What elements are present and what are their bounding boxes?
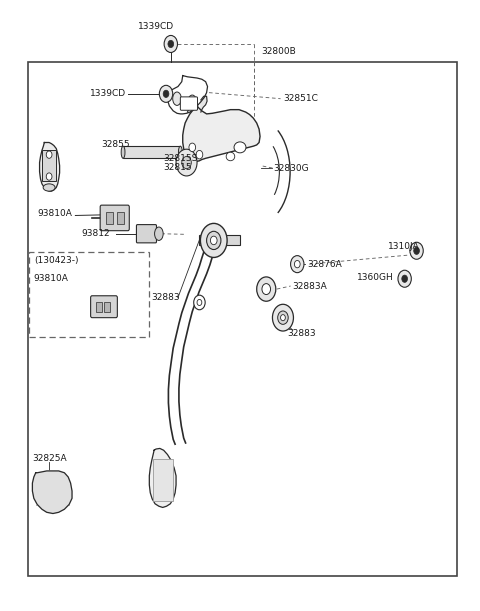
FancyBboxPatch shape bbox=[180, 97, 198, 110]
Circle shape bbox=[294, 260, 300, 268]
Text: 93812: 93812 bbox=[82, 229, 110, 238]
Bar bbox=[153, 459, 173, 502]
Ellipse shape bbox=[234, 142, 246, 153]
Text: 32851C: 32851C bbox=[283, 94, 318, 103]
FancyBboxPatch shape bbox=[136, 225, 156, 243]
Text: 32825A: 32825A bbox=[32, 454, 66, 463]
Bar bbox=[107, 212, 113, 224]
Circle shape bbox=[414, 247, 420, 254]
Text: 32883: 32883 bbox=[152, 293, 180, 302]
Text: 93810A: 93810A bbox=[34, 274, 69, 283]
FancyBboxPatch shape bbox=[91, 296, 117, 318]
Circle shape bbox=[410, 242, 423, 259]
Circle shape bbox=[273, 304, 293, 331]
Circle shape bbox=[159, 86, 173, 103]
Bar bbox=[28, 62, 457, 576]
Text: 1339CD: 1339CD bbox=[138, 23, 174, 31]
Circle shape bbox=[163, 90, 169, 98]
Bar bbox=[96, 302, 102, 312]
Text: 32815S: 32815S bbox=[164, 154, 198, 163]
Text: 32883: 32883 bbox=[288, 329, 316, 338]
Bar bbox=[29, 252, 149, 337]
Ellipse shape bbox=[173, 92, 181, 105]
Circle shape bbox=[189, 143, 196, 152]
Polygon shape bbox=[183, 105, 260, 161]
Circle shape bbox=[46, 151, 52, 158]
Ellipse shape bbox=[155, 227, 163, 240]
Text: 32830G: 32830G bbox=[274, 164, 309, 172]
Circle shape bbox=[176, 149, 197, 176]
Text: (130423-): (130423-) bbox=[34, 256, 78, 265]
Circle shape bbox=[206, 232, 221, 249]
Bar bbox=[42, 150, 56, 181]
Text: 1310JA: 1310JA bbox=[388, 242, 420, 251]
Bar bbox=[199, 235, 240, 244]
Ellipse shape bbox=[179, 146, 182, 158]
Bar bbox=[123, 146, 180, 158]
Circle shape bbox=[210, 236, 217, 244]
Polygon shape bbox=[39, 142, 60, 191]
Circle shape bbox=[402, 275, 408, 282]
Circle shape bbox=[197, 299, 202, 306]
Circle shape bbox=[164, 35, 178, 53]
Ellipse shape bbox=[226, 152, 235, 161]
Circle shape bbox=[257, 277, 276, 301]
Circle shape bbox=[281, 315, 285, 321]
Circle shape bbox=[290, 255, 304, 273]
Circle shape bbox=[262, 284, 271, 295]
Circle shape bbox=[398, 270, 411, 287]
Circle shape bbox=[46, 173, 52, 180]
Circle shape bbox=[194, 295, 205, 310]
Circle shape bbox=[200, 224, 227, 257]
Circle shape bbox=[182, 156, 192, 169]
Ellipse shape bbox=[188, 95, 197, 108]
Bar bbox=[117, 212, 123, 224]
Polygon shape bbox=[188, 97, 194, 112]
Circle shape bbox=[278, 311, 288, 324]
Ellipse shape bbox=[121, 146, 125, 158]
Ellipse shape bbox=[43, 184, 55, 191]
Polygon shape bbox=[149, 448, 176, 507]
Text: 32815: 32815 bbox=[164, 163, 192, 172]
Text: 1339CD: 1339CD bbox=[90, 89, 126, 98]
Text: 32800B: 32800B bbox=[262, 47, 296, 56]
Text: 1360GH: 1360GH bbox=[357, 273, 394, 282]
Polygon shape bbox=[33, 471, 72, 513]
Circle shape bbox=[196, 150, 203, 159]
Polygon shape bbox=[201, 97, 207, 112]
FancyBboxPatch shape bbox=[100, 205, 129, 231]
Text: 93810A: 93810A bbox=[37, 208, 72, 218]
Bar bbox=[105, 302, 110, 312]
Text: 32855: 32855 bbox=[102, 140, 130, 149]
Circle shape bbox=[168, 40, 174, 48]
Text: 32876A: 32876A bbox=[307, 260, 342, 269]
Text: 32883A: 32883A bbox=[292, 282, 327, 291]
